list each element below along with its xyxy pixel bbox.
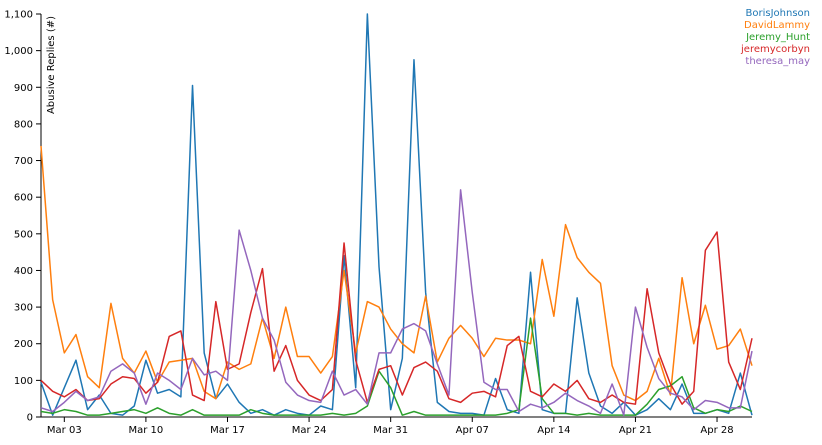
x-tick-label: Apr 28	[700, 425, 733, 436]
y-tick-label: 500	[14, 229, 33, 240]
x-tick-label: Apr 14	[537, 425, 570, 436]
x-tick-label: Apr 21	[619, 425, 652, 436]
x-tick-label: Mar 31	[373, 425, 408, 436]
legend: BorisJohnsonDavidLammyJeremy_Huntjeremyc…	[740, 8, 810, 67]
y-tick-label: 600	[14, 193, 33, 204]
y-tick-label: 700	[14, 156, 33, 167]
y-tick-label: 1,100	[4, 10, 33, 21]
x-axis: Mar 03 Mar 10 Mar 17 Mar 24 Mar 31 Apr 07 Apr …	[41, 416, 752, 436]
y-tick-label: 300	[14, 303, 33, 314]
x-tick-label: Mar 10	[129, 425, 164, 436]
series-line-borisjohnson	[40, 13, 753, 416]
y-tick-label: 400	[14, 266, 33, 277]
y-tick-label: 1,000	[4, 46, 33, 57]
series-line-jeremycorbyn	[40, 231, 753, 405]
x-tick-label: Mar 17	[210, 425, 245, 436]
x-tick-label: Mar 24	[292, 425, 327, 436]
y-tick-label: 800	[14, 119, 33, 130]
x-tick-label: Mar 03	[47, 425, 82, 436]
series-line-jeremy-hunt	[40, 317, 753, 416]
x-tick-label: Apr 07	[456, 425, 489, 436]
legend-item: theresa_may	[745, 56, 810, 67]
y-axis: 0 100 200 300 400 500 600 700 800 900 1,000 1,100	[4, 10, 42, 424]
y-axis-title: Abusive Replies (#)	[46, 16, 57, 114]
series-line-davidlammy	[40, 145, 753, 402]
legend-item: Jeremy_Hunt	[745, 32, 810, 43]
y-tick-label: 900	[14, 83, 33, 94]
series-line-theresa-may	[40, 189, 753, 416]
legend-item: jeremycorbyn	[740, 44, 810, 55]
legend-item: BorisJohnson	[746, 8, 811, 19]
legend-item: DavidLammy	[744, 20, 810, 31]
series-lines	[40, 13, 753, 416]
y-tick-label: 100	[14, 376, 33, 387]
y-tick-label: 0	[27, 413, 33, 424]
y-tick-label: 200	[14, 339, 33, 350]
